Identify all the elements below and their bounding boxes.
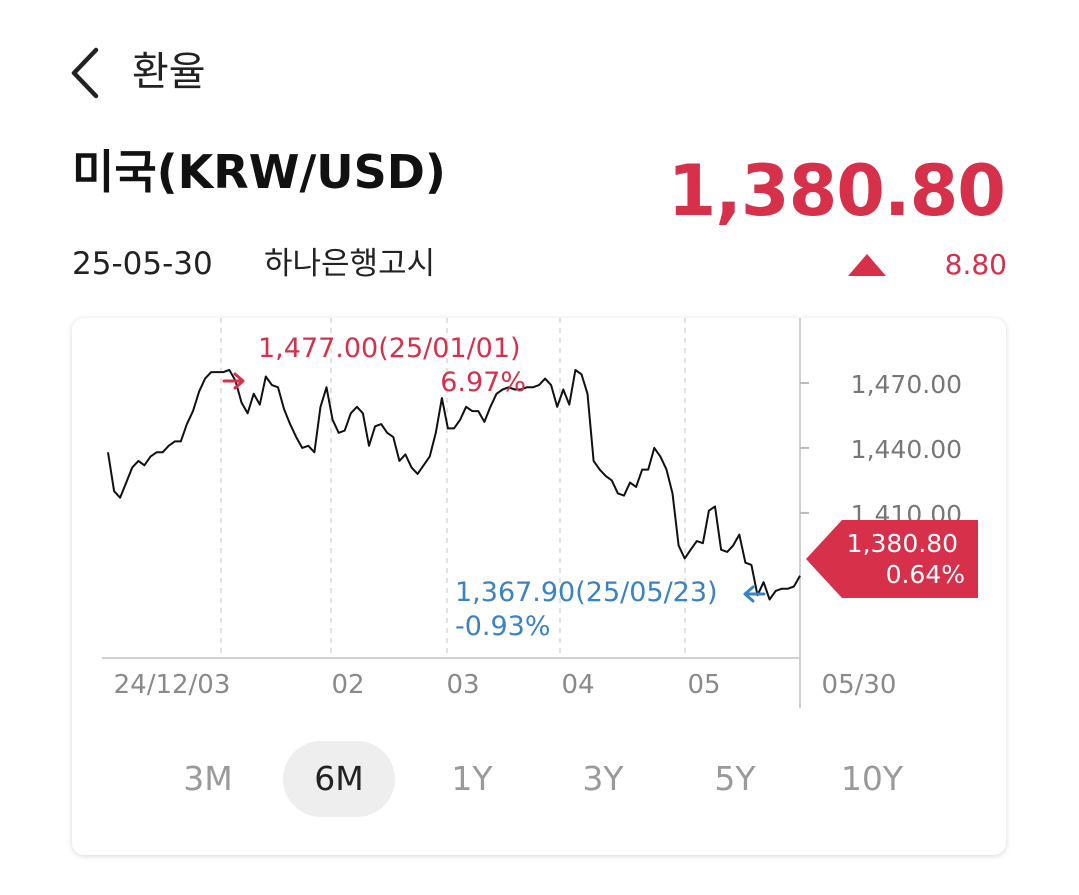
chevron-left-icon bbox=[71, 47, 99, 99]
x-tick-label: 24/12/03 bbox=[114, 670, 231, 700]
low-pct: -0.93% bbox=[455, 611, 551, 642]
range-option-5y[interactable]: 5Y bbox=[714, 759, 756, 798]
low-label: 1,367.90(25/05/23) bbox=[455, 577, 718, 608]
y-tick-label: 1,470.00 bbox=[851, 370, 962, 399]
series-line bbox=[107, 369, 801, 601]
current-value-badge bbox=[806, 520, 978, 598]
current-value-label: 1,380.80 bbox=[847, 529, 958, 558]
rate-change: 8.80 bbox=[944, 248, 1007, 281]
x-tick-label: 04 bbox=[561, 670, 594, 700]
current-pct-label: 0.64% bbox=[886, 560, 965, 589]
arrow-right-icon bbox=[222, 372, 245, 390]
high-pct: 6.97% bbox=[440, 367, 526, 398]
rate-source: 하나은행고시 bbox=[264, 246, 436, 282]
x-tick-label: 05/30 bbox=[822, 670, 897, 700]
x-tick-label: 02 bbox=[331, 670, 364, 700]
x-tick-label: 03 bbox=[446, 670, 479, 700]
range-option-10y[interactable]: 10Y bbox=[840, 759, 904, 798]
range-option-6m[interactable]: 6M bbox=[283, 741, 395, 817]
range-option-3y[interactable]: 3Y bbox=[582, 759, 624, 798]
chart-card: 1,470.00 1,440.00 1,410.00 24/12/03 02 03 04 05… bbox=[72, 318, 1006, 855]
x-tick-label: 05 bbox=[687, 670, 720, 700]
currency-pair-title: 미국(KRW/USD) bbox=[72, 145, 446, 199]
current-rate: 1,380.80 bbox=[667, 150, 1006, 232]
rate-date: 25-05-30 bbox=[72, 246, 213, 282]
triangle-up-icon bbox=[848, 254, 886, 280]
high-label: 1,477.00(25/01/01) bbox=[258, 333, 521, 364]
range-option-1y[interactable]: 1Y bbox=[451, 759, 493, 798]
page-title: 환율 bbox=[132, 49, 206, 95]
back-button[interactable] bbox=[62, 42, 114, 104]
range-option-3m[interactable]: 3M bbox=[183, 759, 233, 798]
arrow-left-icon bbox=[743, 585, 766, 603]
y-tick-label: 1,440.00 bbox=[851, 435, 962, 464]
